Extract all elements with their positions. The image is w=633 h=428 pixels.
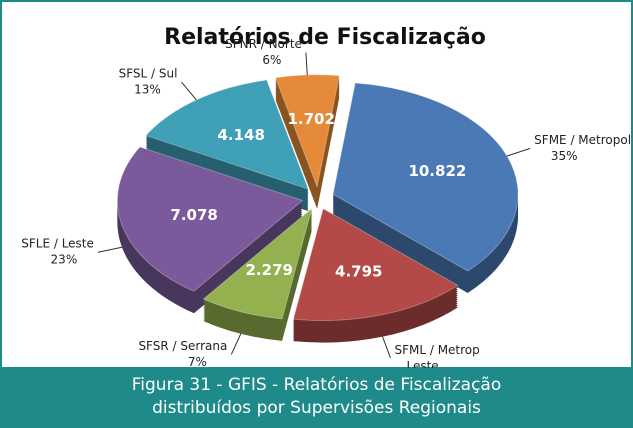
caption-line: distribuídos por Supervisões Regionais — [152, 398, 481, 418]
caption-line: Figura 31 - GFIS - Relatórios de Fiscali… — [131, 375, 502, 395]
value-label: 10.822 — [408, 162, 466, 180]
percent-label: 13% — [134, 83, 161, 97]
category-label: SFLE / Leste — [21, 237, 94, 251]
leader-line — [230, 333, 242, 355]
percent-label: 23% — [51, 253, 78, 267]
percent-label: 6% — [262, 53, 281, 67]
slice — [116, 146, 304, 292]
value-label: 2.279 — [246, 261, 293, 279]
value-label: 7.078 — [170, 206, 217, 224]
slice — [292, 207, 459, 322]
category-label-line: Leste — [406, 358, 438, 368]
category-label: SFSR / Serrana — [138, 339, 227, 353]
caption: Figura 31 - GFIS - Relatórios de Fiscali… — [0, 368, 633, 428]
leader-line — [506, 147, 531, 157]
slice — [144, 79, 310, 190]
chart: Relatórios de Fiscalização 10.822 SFME / … — [0, 0, 633, 368]
value-label: 4.148 — [217, 126, 264, 144]
percent-label: 35% — [551, 149, 578, 163]
percent-label: 7% — [188, 355, 207, 368]
category-label: SFSL / Sul — [119, 67, 178, 81]
value-label: 4.795 — [335, 263, 382, 281]
slice — [202, 206, 313, 320]
category-label: SFNR / Norte — [225, 37, 302, 51]
category-label: SFME / Metropol — [534, 133, 631, 147]
leader-line — [382, 336, 391, 359]
slice — [332, 82, 519, 272]
category-label: SFML / Metrop Leste — [394, 342, 479, 368]
leader-line — [181, 81, 197, 101]
category-label-line: SFML / Metrop — [394, 342, 479, 356]
leader-line — [305, 52, 308, 76]
chart-title: Relatórios de Fiscalização — [164, 25, 486, 50]
value-label: 1.702 — [287, 110, 334, 128]
leader-line — [97, 246, 123, 253]
